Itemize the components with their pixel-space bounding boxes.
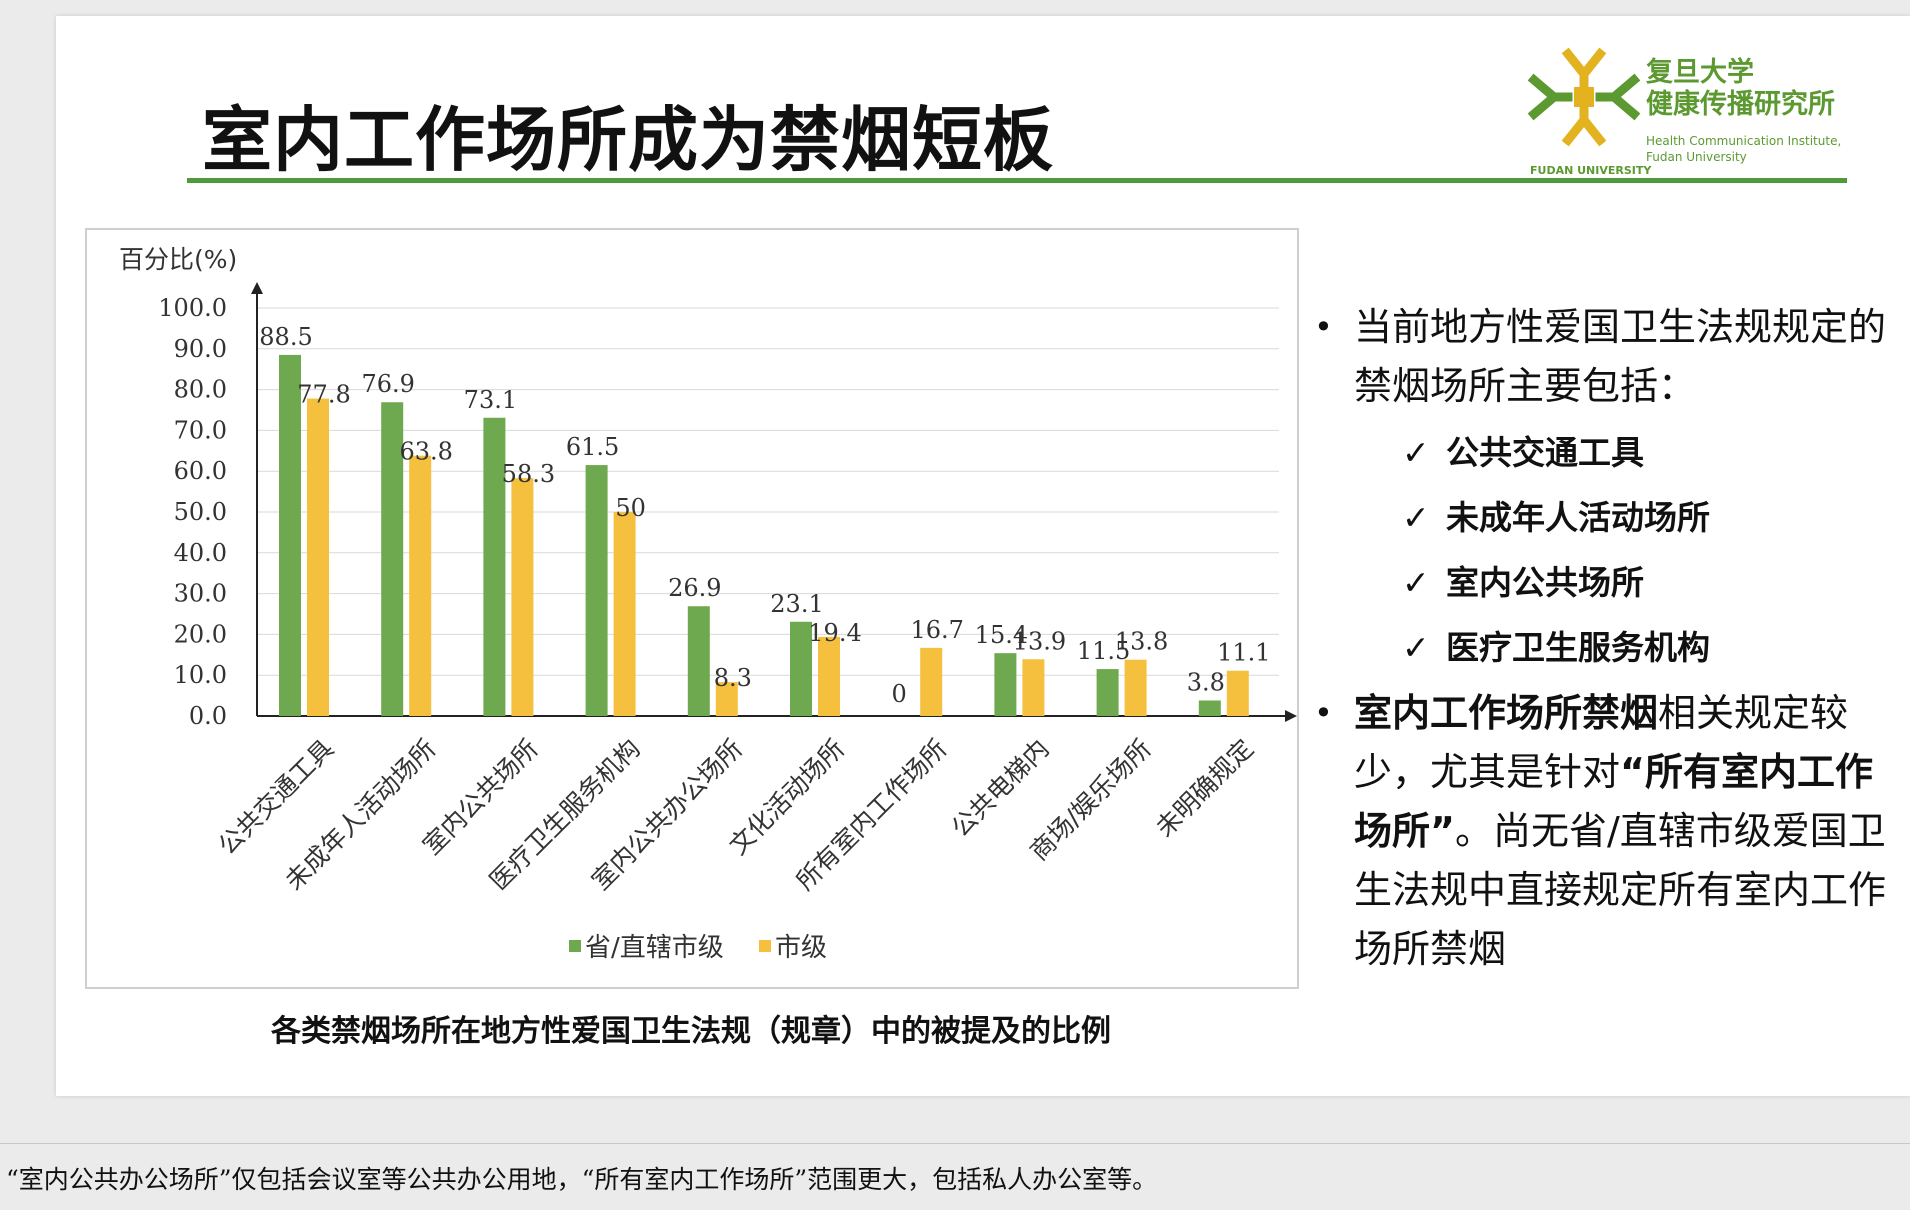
y-tick-label: 50.0 [174, 498, 227, 526]
bullet-dot-icon: • [1314, 694, 1333, 732]
data-label: 19.4 [808, 619, 861, 647]
data-label: 61.5 [566, 433, 619, 461]
data-label: 50 [615, 494, 646, 522]
legend-swatch-municipal [759, 940, 771, 952]
bar-municipal [307, 398, 329, 716]
data-label: 15.4 [975, 621, 1028, 649]
check-item-label: 医疗卫生服务机构 [1446, 628, 1710, 667]
bar-municipal [920, 647, 943, 716]
bar-municipal [511, 478, 534, 716]
check-item: ✓ 公共交通工具 [1402, 420, 1896, 485]
check-item-label: 室内公共场所 [1446, 563, 1644, 602]
y-tick-label: 60.0 [174, 457, 227, 485]
data-label: 13.8 [1115, 628, 1168, 656]
y-tick-label: 90.0 [174, 335, 227, 363]
data-label: 16.7 [910, 616, 963, 644]
data-label: 23.1 [770, 590, 823, 618]
data-label: 73.1 [464, 386, 517, 414]
check-item: ✓ 医疗卫生服务机构 [1402, 615, 1896, 680]
bullet-2-text-1: 相关规定较少，尤其是针对 [1354, 691, 1849, 794]
notes-divider [0, 1143, 1910, 1144]
slide: 室内工作场所成为禁烟短板 复旦大学 健康传播研究所 Health Communi… [56, 16, 1910, 1096]
logo-text-en-2: Fudan University [1646, 150, 1747, 164]
slide-title: 室内工作场所成为禁烟短板 [202, 99, 1054, 181]
data-label: 26.9 [668, 574, 721, 602]
y-axis-arrow-icon [251, 282, 263, 294]
bar-provincial [994, 653, 1017, 716]
data-label: 11.5 [1077, 637, 1130, 665]
title-divider [187, 178, 1847, 183]
check-item-label: 未成年人活动场所 [1446, 498, 1710, 537]
y-tick-label: 0.0 [189, 702, 227, 730]
logo-text-en-1: Health Communication Institute, [1646, 134, 1842, 148]
bar-municipal [818, 636, 840, 716]
data-label: 13.9 [1013, 627, 1066, 655]
bar-municipal [409, 455, 432, 716]
bar-provincial [279, 354, 301, 716]
data-label: 63.8 [399, 438, 452, 466]
logo-text-cn-2: 健康传播研究所 [1646, 89, 1835, 120]
chart-caption: 各类禁烟场所在地方性爱国卫生法规（规章）中的被提及的比例 [271, 1014, 1111, 1049]
bar-provincial [1198, 700, 1221, 716]
data-label: 76.9 [361, 370, 414, 398]
legend-label-municipal: 市级 [775, 933, 827, 963]
checkmark-icon: ✓ [1402, 498, 1430, 537]
check-item-label: 公共交通工具 [1446, 433, 1644, 472]
logo-text-fudan: FUDAN UNIVERSITY [1530, 164, 1652, 177]
data-label: 77.8 [297, 381, 350, 409]
bar-chart-svg: 百分比(%) 0.0 10.0 20.0 30.0 40.0 50.0 60.0 70.0 80.… [119, 245, 1297, 963]
y-tick-label: 40.0 [174, 539, 227, 567]
check-list: ✓ 公共交通工具 ✓ 未成年人活动场所 ✓ 室内公共场所 ✓ 医疗卫生服务机构 [1402, 420, 1896, 680]
y-axis-title: 百分比(%) [119, 245, 237, 274]
logo-emblem-icon [1527, 47, 1641, 147]
data-label: 3.8 [1187, 668, 1225, 696]
y-tick-label: 70.0 [174, 416, 227, 444]
y-tick-label: 30.0 [174, 580, 227, 608]
data-label: 58.3 [502, 460, 555, 488]
check-item: ✓ 未成年人活动场所 [1402, 485, 1896, 550]
bullet-dot-icon: • [1314, 308, 1333, 346]
checkmark-icon: ✓ [1402, 628, 1430, 667]
bar-municipal [1022, 659, 1045, 716]
bar-chart: 百分比(%) 0.0 10.0 20.0 30.0 40.0 50.0 60.0 70.0 80.… [85, 228, 1299, 989]
data-label: 0 [892, 680, 907, 708]
x-tick-label: 未明确规定 [1150, 734, 1259, 843]
bullet-item-1: • 当前地方性爱国卫生法规规定的禁烟场所主要包括： [1306, 298, 1896, 416]
legend-label-provincial: 省/直辖市级 [585, 933, 724, 963]
y-tick-label: 80.0 [174, 376, 227, 404]
speaker-notes[interactable]: “室内公共办公场所”仅包括会议室等公共办公用地，“所有室内工作场所”范围更大，包… [6, 1165, 1158, 1194]
bullet-list: • 当前地方性爱国卫生法规规定的禁烟场所主要包括： ✓ 公共交通工具 ✓ 未成年人活… [1306, 298, 1896, 979]
check-item: ✓ 室内公共场所 [1402, 550, 1896, 615]
data-label: 8.3 [714, 664, 752, 692]
bar-municipal [613, 512, 636, 716]
checkmark-icon: ✓ [1402, 563, 1430, 602]
bar-provincial [687, 606, 710, 716]
checkmark-icon: ✓ [1402, 433, 1430, 472]
bar-provincial [483, 417, 506, 716]
y-tick-label: 10.0 [174, 661, 227, 689]
bullet-2-bold-1: 室内工作场所禁烟 [1354, 691, 1659, 735]
bar-municipal [715, 682, 738, 716]
bar-provincial [1096, 669, 1119, 716]
logo-text-cn-1: 复旦大学 [1646, 57, 1754, 88]
bullet-1-text: 当前地方性爱国卫生法规规定的禁烟场所主要包括： [1354, 305, 1887, 408]
bar-municipal [1124, 659, 1147, 716]
data-label: 88.5 [259, 323, 312, 351]
x-tick-label: 公共电梯内 [946, 734, 1055, 843]
y-tick-label: 100.0 [158, 294, 227, 322]
bullet-2-bold-2: “所有室内工作场所” [1354, 750, 1873, 853]
fudan-logo: 复旦大学 健康传播研究所 Health Communication Instit… [1527, 44, 1868, 179]
bullet-2-text-2: 。尚无省/直辖市级爱国卫生法规中直接规定所有室内工作场所禁烟 [1354, 809, 1887, 971]
bullet-item-2: • 室内工作场所禁烟相关规定较少，尤其是针对“所有室内工作场所”。尚无省/直辖市… [1306, 684, 1896, 979]
x-axis-arrow-icon [1285, 710, 1297, 722]
bar-provincial [585, 465, 608, 716]
data-label: 11.1 [1217, 639, 1270, 667]
legend-swatch-provincial [569, 940, 581, 952]
bar-provincial [790, 621, 812, 716]
bar-municipal [1226, 670, 1249, 716]
bar-provincial [381, 402, 404, 716]
y-tick-label: 20.0 [174, 620, 227, 648]
